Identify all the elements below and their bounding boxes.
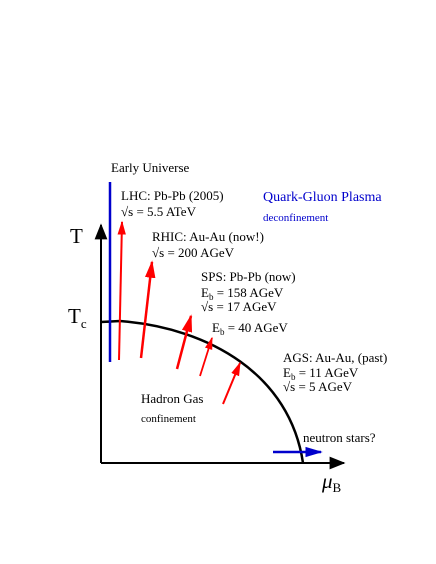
- hadron-subtitle: confinement: [141, 413, 196, 425]
- qgp-title: Quark-Gluon Plasma: [263, 190, 382, 205]
- phase-boundary: [100, 319, 305, 464]
- qgp-subtitle: deconfinement: [263, 212, 328, 224]
- lhc-trajectory: [117, 220, 126, 361]
- rhic-title: RHIC: Au-Au (now!): [152, 229, 264, 244]
- lhc-energy: √s = 5.5 ATeV: [121, 204, 197, 219]
- sps-eb: Eb = 158 AGeV: [201, 285, 284, 302]
- ags-eb: Eb = 11 AGeV: [283, 365, 359, 382]
- ags-title: AGS: Au-Au, (past): [283, 350, 387, 365]
- sps-energy: √s = 17 AGeV: [201, 299, 277, 314]
- rhic-trajectory: [139, 260, 156, 359]
- neutron-stars-label: neutron stars?: [303, 430, 376, 445]
- early-universe-label: Early Universe: [111, 160, 190, 175]
- sps40-trajectory: [199, 336, 213, 377]
- hadron-title: Hadron Gas: [141, 391, 203, 406]
- ags-trajectory: [222, 361, 241, 405]
- rhic-energy: √s = 200 AGeV: [152, 245, 235, 260]
- tc-label: Tc: [68, 304, 87, 331]
- y-axis-label: T: [70, 224, 83, 248]
- ags-energy: √s = 5 AGeV: [283, 379, 353, 394]
- x-axis-label: μB: [321, 469, 342, 495]
- sps-trajectory: [175, 314, 193, 370]
- lhc-title: LHC: Pb-Pb (2005): [121, 188, 224, 203]
- sps40-eb: Eb = 40 AGeV: [212, 320, 288, 337]
- sps-title: SPS: Pb-Pb (now): [201, 269, 296, 284]
